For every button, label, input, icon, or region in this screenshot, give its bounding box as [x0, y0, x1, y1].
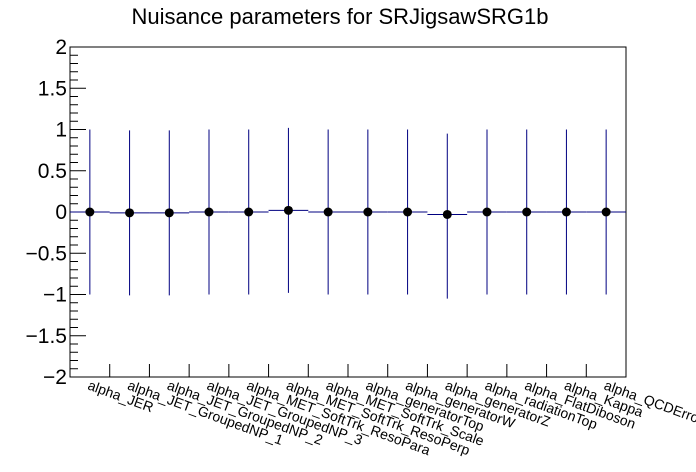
data-point: [601, 207, 611, 217]
data-point: [363, 207, 373, 217]
data-point: [403, 207, 413, 217]
data-point: [244, 207, 254, 217]
data-point: [204, 207, 214, 217]
chart-marks: 21.510.50−0.5−1−1.5−2 alpha_JERalpha_JET_…: [26, 36, 696, 458]
data-point: [482, 207, 492, 217]
data-point: [85, 207, 95, 217]
y-tick-label: −0.5: [26, 242, 67, 265]
y-tick-label: 0: [55, 201, 67, 224]
y-tick-label: 1.5: [38, 77, 67, 100]
y-tick-label: 1: [55, 119, 67, 142]
y-tick-label: −1: [43, 284, 67, 307]
data-point: [561, 207, 571, 217]
chart-title: Nuisance parameters for SRJigsawSRG1b: [132, 4, 549, 29]
y-tick-label: −1.5: [26, 325, 67, 348]
data-point: [442, 209, 452, 219]
data-point: [125, 208, 135, 218]
data-point: [283, 205, 293, 215]
data-point: [522, 207, 532, 217]
data-point: [164, 208, 174, 218]
y-tick-label: −2: [43, 366, 67, 389]
y-tick-label: 2: [55, 36, 67, 59]
y-tick-label: 0.5: [38, 160, 67, 183]
data-point: [323, 207, 333, 217]
